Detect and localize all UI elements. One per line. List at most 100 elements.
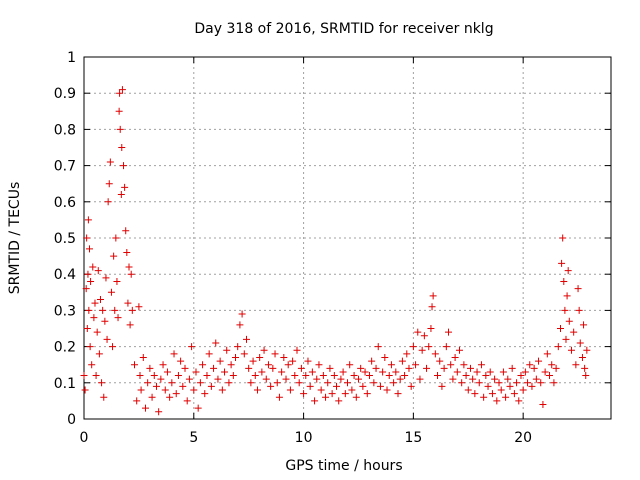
data-point	[583, 346, 591, 354]
data-point	[335, 397, 343, 405]
data-point	[172, 390, 180, 398]
data-point	[506, 382, 514, 390]
data-point	[249, 357, 257, 365]
data-point	[458, 379, 466, 387]
data-point	[111, 306, 119, 314]
data-point	[282, 375, 290, 383]
data-point	[580, 321, 588, 329]
data-point	[440, 364, 448, 372]
data-point	[234, 343, 242, 351]
data-point	[376, 382, 384, 390]
data-point	[199, 361, 207, 369]
data-point	[207, 382, 215, 390]
data-point	[567, 346, 575, 354]
data-point	[541, 368, 549, 376]
data-point	[280, 353, 288, 361]
data-point	[127, 270, 135, 278]
data-point	[170, 350, 178, 358]
data-point	[517, 372, 525, 380]
data-point	[548, 361, 556, 369]
data-point	[157, 375, 165, 383]
data-point	[535, 357, 543, 365]
data-point	[416, 375, 424, 383]
data-point	[510, 390, 518, 398]
data-point	[174, 372, 182, 380]
data-point	[425, 343, 433, 351]
y-tick-label: 1	[67, 50, 76, 66]
data-point	[319, 372, 327, 380]
data-point	[106, 158, 114, 166]
data-point	[278, 368, 286, 376]
data-point	[118, 86, 126, 94]
data-point	[561, 306, 569, 314]
data-point	[418, 346, 426, 354]
data-point	[552, 364, 560, 372]
data-point	[550, 379, 558, 387]
data-point	[524, 379, 532, 387]
y-tick-label: 0.7	[54, 159, 76, 175]
data-point	[80, 372, 88, 380]
data-point	[269, 364, 277, 372]
data-point	[539, 401, 547, 409]
data-point	[203, 372, 211, 380]
data-point	[374, 343, 382, 351]
data-point	[120, 162, 128, 170]
data-point	[469, 375, 477, 383]
data-point	[125, 263, 133, 271]
data-point	[315, 361, 323, 369]
y-tick-label: 0.4	[54, 267, 76, 283]
data-point	[210, 364, 218, 372]
data-point	[543, 350, 551, 358]
data-point	[519, 386, 527, 394]
data-point	[223, 346, 231, 354]
data-point	[537, 379, 545, 387]
data-point	[99, 306, 107, 314]
data-point	[495, 379, 503, 387]
data-point	[88, 361, 96, 369]
data-point	[341, 390, 349, 398]
data-point	[291, 372, 299, 380]
y-tick-label: 0.2	[54, 340, 76, 356]
data-point	[260, 346, 268, 354]
data-point	[179, 382, 187, 390]
data-point	[324, 379, 332, 387]
x-axis-label: GPS time / hours	[285, 458, 402, 474]
data-point	[480, 393, 488, 401]
data-point	[449, 375, 457, 383]
data-point	[122, 227, 130, 235]
data-point	[513, 379, 521, 387]
data-point	[114, 314, 122, 322]
data-point	[155, 408, 163, 416]
data-point	[166, 393, 174, 401]
data-point	[528, 382, 536, 390]
data-point	[451, 353, 459, 361]
data-point	[139, 353, 147, 361]
data-point	[508, 364, 516, 372]
ticks-layer: 00.10.20.30.40.50.60.70.80.910 5 10 15 20	[54, 50, 611, 446]
data-point	[258, 368, 266, 376]
data-point	[221, 368, 229, 376]
data-point	[333, 382, 341, 390]
data-point	[392, 368, 400, 376]
data-point	[445, 328, 453, 336]
data-point	[407, 382, 415, 390]
data-point	[486, 368, 494, 376]
data-point	[110, 252, 118, 260]
data-point	[271, 350, 279, 358]
data-point	[308, 368, 316, 376]
data-point	[116, 125, 124, 133]
x-tick-label: 15	[404, 430, 422, 446]
data-point	[304, 357, 312, 365]
data-point	[85, 245, 93, 253]
data-point	[146, 364, 154, 372]
data-point	[83, 325, 91, 332]
data-point	[427, 325, 435, 332]
data-point	[236, 321, 244, 329]
y-tick-label: 0.1	[54, 376, 76, 392]
data-point	[436, 357, 444, 365]
data-point	[94, 267, 102, 275]
data-point	[133, 397, 141, 405]
data-point	[100, 393, 108, 401]
data-point	[89, 263, 97, 271]
data-point	[405, 364, 413, 372]
